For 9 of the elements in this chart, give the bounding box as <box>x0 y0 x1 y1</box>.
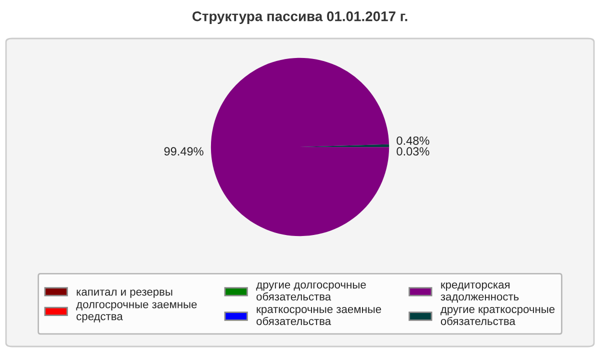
legend-label: другие краткосрочные обязательства <box>440 307 555 326</box>
chart-title: Структура пассива 01.01.2017 г. <box>192 11 408 24</box>
legend-label: капитал и резервы <box>76 290 172 298</box>
legend-label: краткосрочные заемные обязательства <box>256 307 382 326</box>
legend-label: другие долгосрочные обязательства <box>256 282 366 301</box>
data-label: 99.49% <box>164 147 204 156</box>
legend-label: долгосрочные заемные средства <box>76 302 197 322</box>
data-label: 0.48% <box>396 136 430 145</box>
data-label: 0.03% <box>396 147 430 156</box>
